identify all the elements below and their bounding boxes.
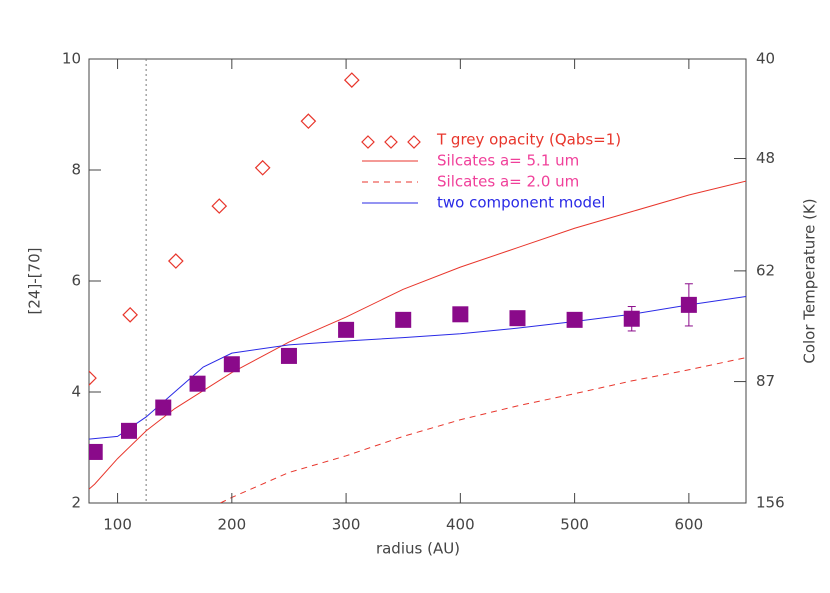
data-point bbox=[509, 310, 526, 327]
legend-label: two component model bbox=[437, 194, 605, 212]
legend-marker bbox=[361, 135, 375, 149]
legend-label: Silcates a= 5.1 um bbox=[437, 152, 579, 170]
data-point bbox=[122, 307, 138, 323]
data-point bbox=[120, 422, 137, 439]
legend-marker bbox=[384, 135, 398, 149]
data-point bbox=[167, 253, 184, 269]
series-line bbox=[89, 180, 746, 490]
plot-frame bbox=[88, 58, 747, 504]
legend-label: T grey opacity (Qabs=1) bbox=[436, 131, 621, 149]
y2-tick-label: 156 bbox=[756, 494, 785, 512]
data-point bbox=[338, 321, 355, 338]
x-tick-label: 300 bbox=[332, 516, 361, 534]
y2-axis-label: Color Temperature (K) bbox=[801, 198, 819, 363]
y-tick-label: 2 bbox=[71, 494, 81, 512]
y2-tick-label: 48 bbox=[756, 149, 775, 167]
y-tick-label: 10 bbox=[62, 50, 81, 68]
y-axis-label: [24]-[70] bbox=[26, 248, 44, 315]
data-point bbox=[566, 311, 583, 328]
data-point bbox=[623, 310, 640, 327]
y-tick-label: 8 bbox=[71, 161, 81, 179]
x-tick-label: 400 bbox=[446, 516, 475, 534]
x-axis-label: radius (AU) bbox=[376, 540, 460, 558]
data-point bbox=[89, 443, 103, 460]
data-point bbox=[155, 399, 172, 416]
y-tick-label: 6 bbox=[71, 272, 81, 290]
series-line bbox=[89, 296, 746, 440]
plot-area bbox=[89, 59, 746, 503]
data-point bbox=[300, 113, 317, 130]
data-point bbox=[223, 356, 240, 373]
x-tick-label: 500 bbox=[560, 516, 589, 534]
x-tick-label: 200 bbox=[218, 516, 247, 534]
legend-marker bbox=[407, 135, 421, 149]
data-point bbox=[189, 375, 206, 392]
data-point bbox=[452, 306, 469, 323]
data-point bbox=[211, 198, 228, 214]
legend-label: Silcates a= 2.0 um bbox=[437, 173, 579, 191]
data-point bbox=[680, 296, 697, 313]
data-point bbox=[395, 311, 412, 328]
y2-tick-label: 40 bbox=[756, 50, 775, 68]
y2-tick-label: 87 bbox=[756, 372, 775, 390]
data-point bbox=[89, 370, 97, 386]
y2-tick-label: 62 bbox=[756, 261, 775, 279]
x-tick-label: 100 bbox=[103, 516, 132, 534]
data-point bbox=[254, 159, 271, 176]
x-tick-label: 600 bbox=[675, 516, 704, 534]
series-line bbox=[220, 357, 746, 503]
data-point bbox=[280, 347, 297, 364]
y-tick-label: 4 bbox=[71, 383, 81, 401]
data-point bbox=[343, 72, 360, 88]
